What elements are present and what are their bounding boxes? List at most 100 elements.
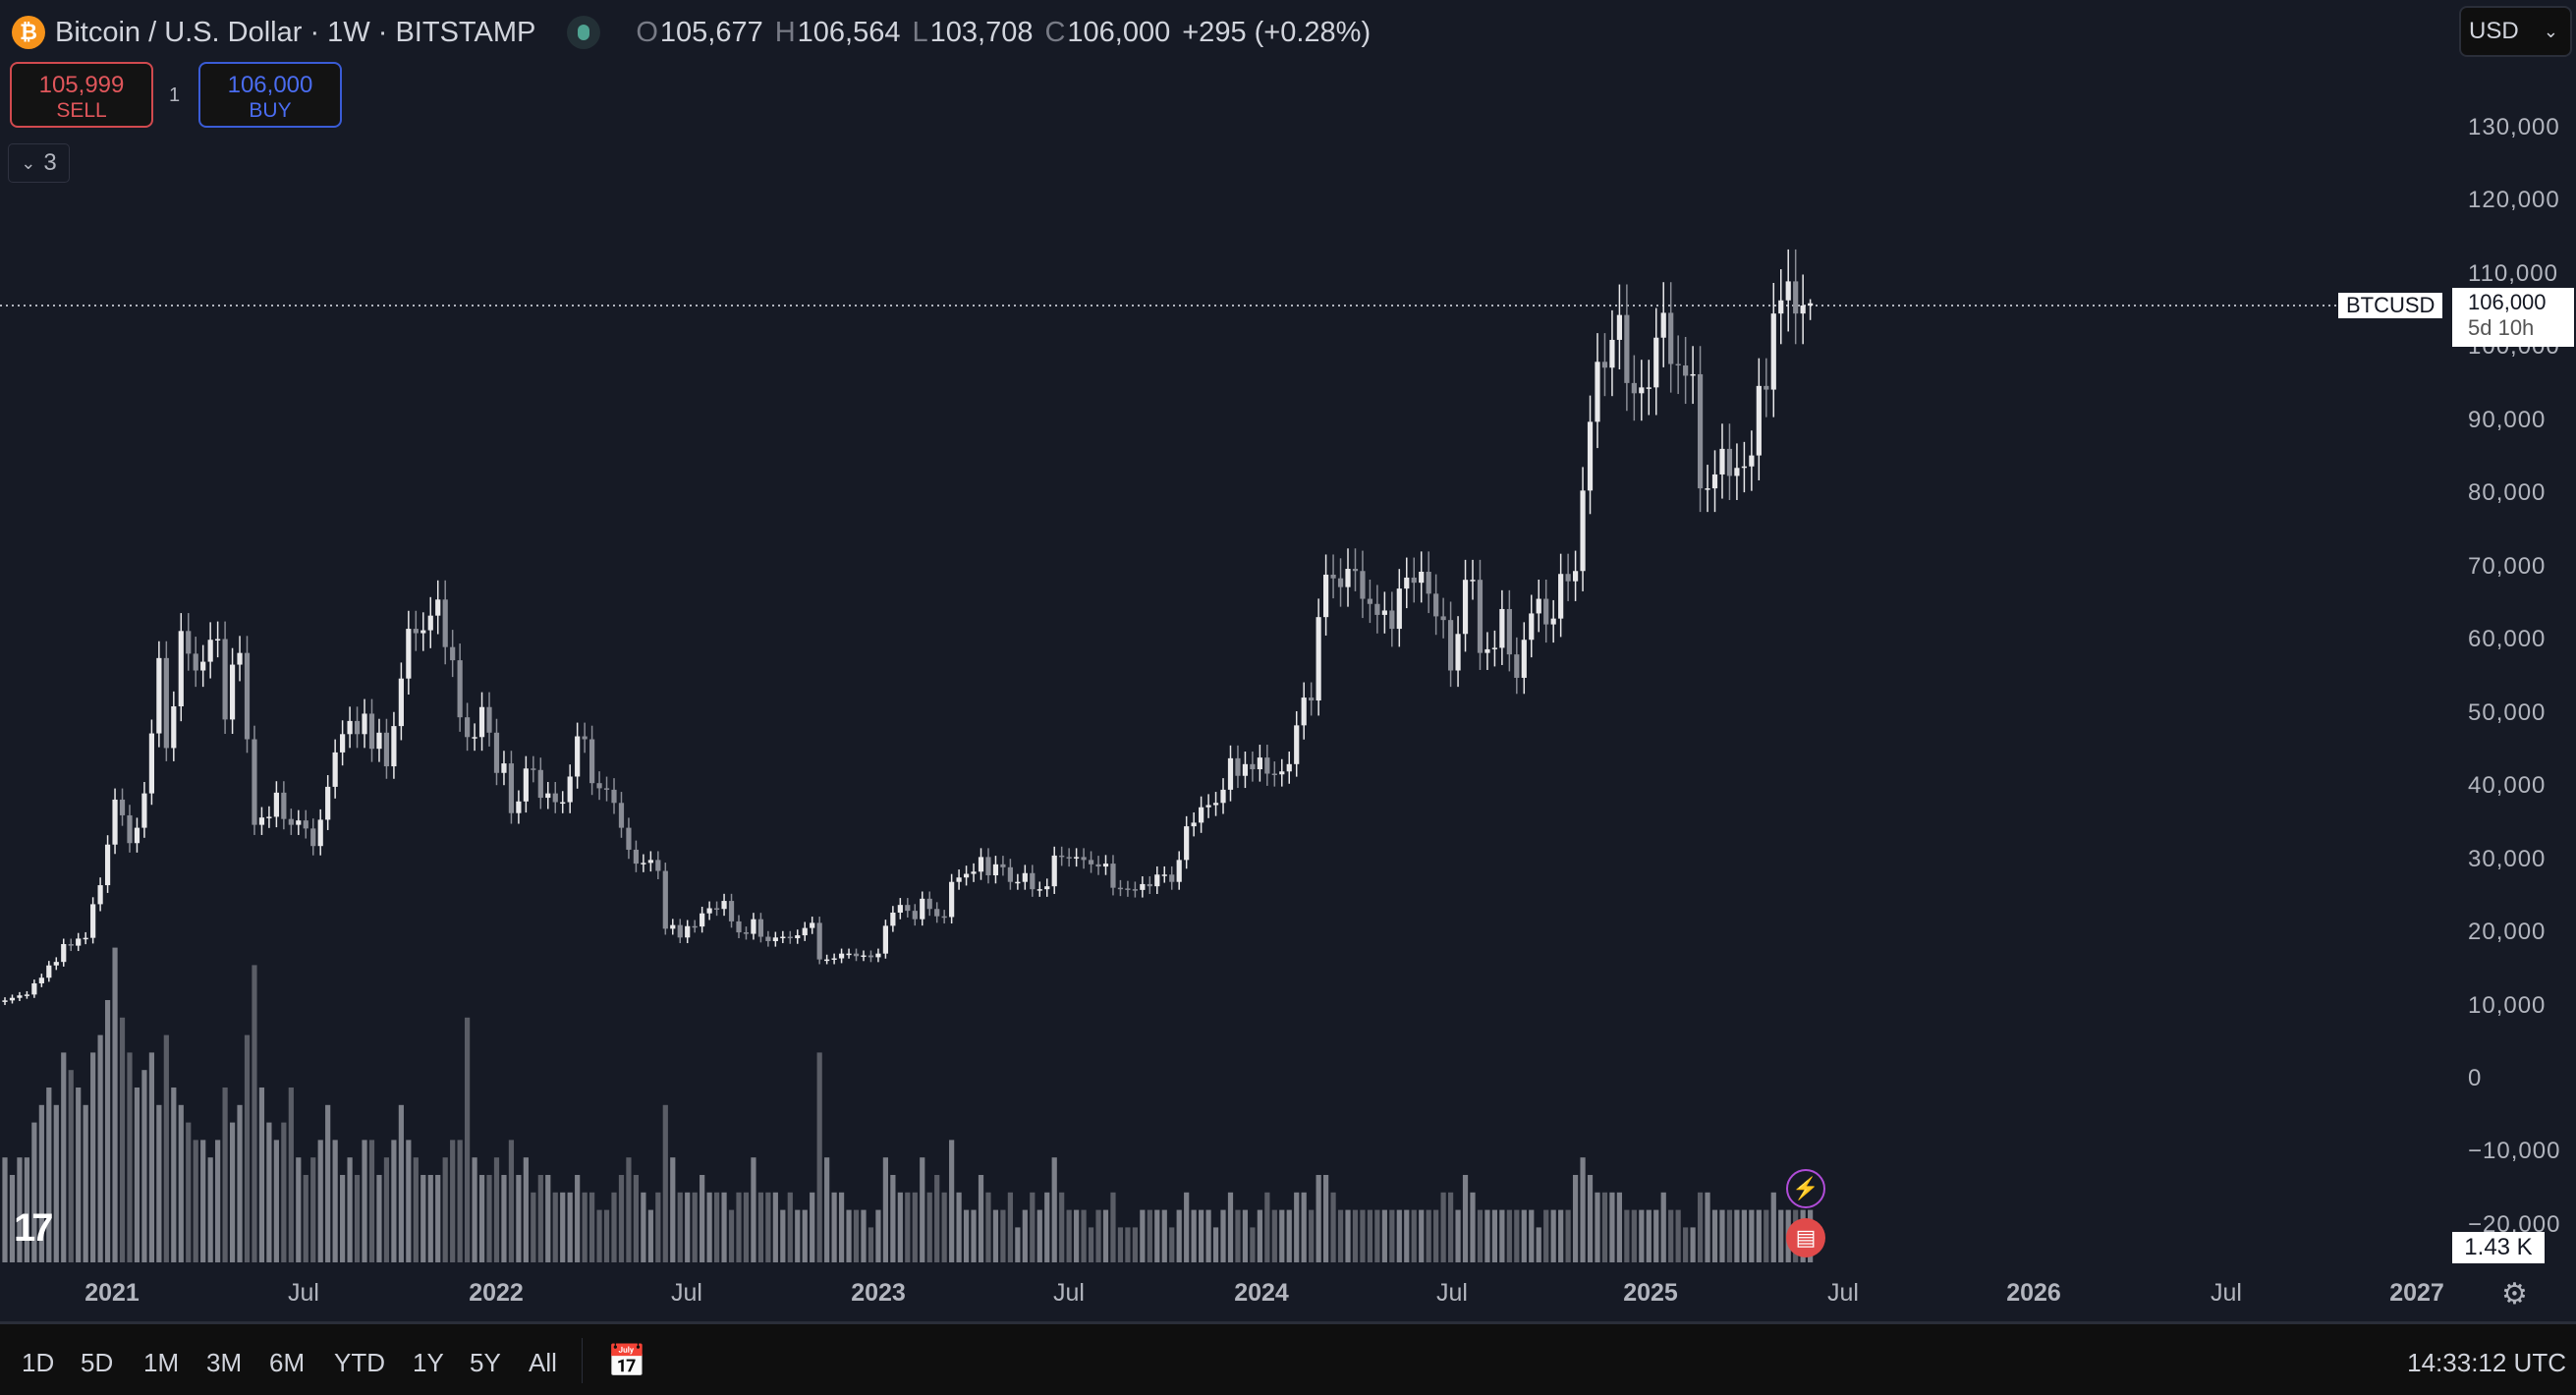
calendar-goto-date-icon[interactable]: 📅 xyxy=(607,1343,646,1378)
clock[interactable]: 14:33:12 UTC xyxy=(2407,1348,2566,1377)
volume-bar xyxy=(1117,1227,1124,1262)
volume-bar xyxy=(757,1192,764,1262)
candle xyxy=(1030,865,1036,897)
range-button-5d[interactable]: 5D xyxy=(81,1348,114,1377)
volume-bar xyxy=(1360,1209,1366,1262)
time-tick: Jul xyxy=(1436,1279,1468,1307)
volume-bar xyxy=(340,1175,346,1262)
range-button-6m[interactable]: 6M xyxy=(269,1348,306,1377)
volume-bar xyxy=(1242,1209,1249,1262)
range-button-ytd[interactable]: YTD xyxy=(334,1348,385,1377)
volume-bar xyxy=(890,1175,896,1262)
time-tick: 2024 xyxy=(1234,1279,1289,1307)
candle xyxy=(222,621,228,735)
candle xyxy=(478,692,485,752)
candle xyxy=(141,781,147,838)
buy-button[interactable]: 106,000 BUY xyxy=(198,62,342,128)
volume-bar xyxy=(1550,1209,1556,1262)
order-quantity[interactable]: 1 xyxy=(169,84,181,106)
candle xyxy=(560,791,566,813)
candle xyxy=(1749,430,1755,491)
tradingview-logo-icon[interactable]: 17 xyxy=(14,1206,53,1250)
candle xyxy=(1514,637,1520,695)
candle xyxy=(1330,554,1336,599)
volume-bar xyxy=(258,1088,265,1262)
candle xyxy=(1462,559,1469,652)
market-open-icon[interactable] xyxy=(567,16,601,49)
candle xyxy=(985,848,991,884)
candle xyxy=(46,961,52,982)
volume-bar xyxy=(1470,1192,1476,1262)
candle xyxy=(472,723,477,752)
candle xyxy=(347,706,353,749)
volume-bars xyxy=(2,947,1814,1262)
symbol-header[interactable]: ₿ Bitcoin / U.S. Dollar · 1W · BITSTAMP … xyxy=(12,12,1382,53)
volume-bar xyxy=(523,1157,529,1262)
candle xyxy=(1778,269,1784,345)
range-button-5y[interactable]: 5Y xyxy=(470,1348,501,1377)
candle xyxy=(626,817,632,860)
candle xyxy=(890,906,896,932)
candle xyxy=(1719,423,1725,499)
volume-bar xyxy=(1389,1209,1395,1262)
volume-bar xyxy=(1220,1209,1226,1262)
volume-bar xyxy=(1301,1192,1307,1262)
bar-countdown: 5d 10h xyxy=(2468,315,2535,340)
volume-bar xyxy=(626,1157,632,1262)
volume-bar xyxy=(1462,1175,1469,1262)
price-tick: 120,000 xyxy=(2468,187,2560,214)
sell-button[interactable]: 105,999 SELL xyxy=(10,62,153,128)
currency-select[interactable]: USD ⌄ xyxy=(2459,6,2572,57)
volume-bar xyxy=(442,1157,448,1262)
range-button-3m[interactable]: 3M xyxy=(206,1348,243,1377)
candle xyxy=(1433,574,1439,636)
indicators-toggle-button[interactable]: ⌄ 3 xyxy=(8,143,70,183)
volume-bar xyxy=(1565,1209,1571,1262)
volume-bar xyxy=(127,1052,133,1262)
candle xyxy=(1286,752,1292,784)
candle xyxy=(2,997,8,1006)
volume-bar xyxy=(670,1157,676,1262)
candle xyxy=(1529,594,1535,658)
volume-bar xyxy=(83,1104,88,1262)
volume-bar xyxy=(413,1157,419,1262)
volume-bar xyxy=(465,1017,471,1262)
volume-label: 1.43 K xyxy=(2452,1232,2545,1263)
candle xyxy=(493,718,500,786)
settings-icon[interactable]: ⚙ xyxy=(2501,1278,2528,1311)
range-button-1m[interactable]: 1M xyxy=(143,1348,180,1377)
candle xyxy=(1250,752,1256,782)
volume-bar xyxy=(1433,1209,1439,1262)
range-button-all[interactable]: All xyxy=(529,1348,557,1377)
candle xyxy=(1756,358,1762,480)
lightning-event-icon[interactable]: ⚡ xyxy=(1786,1169,1825,1208)
volume-bar xyxy=(478,1175,485,1262)
range-button-1y[interactable]: 1Y xyxy=(413,1348,444,1377)
price-tick: 70,000 xyxy=(2468,552,2547,580)
candle xyxy=(332,739,338,799)
candle xyxy=(1558,553,1564,638)
volume-bar xyxy=(1015,1227,1021,1262)
volume-bar xyxy=(985,1192,991,1262)
volume-bar xyxy=(1506,1209,1512,1262)
volume-bar xyxy=(38,1104,44,1262)
candle xyxy=(736,915,742,939)
volume-bar xyxy=(1601,1192,1608,1262)
candle xyxy=(1381,591,1387,634)
volume-bar xyxy=(1000,1209,1006,1262)
candle xyxy=(603,776,610,802)
volume-bar xyxy=(1477,1209,1484,1262)
volume-bar xyxy=(685,1192,691,1262)
volume-bar xyxy=(310,1157,316,1262)
volume-bar xyxy=(156,1104,162,1262)
range-button-1d[interactable]: 1D xyxy=(22,1348,55,1377)
symbol-title[interactable]: Bitcoin / U.S. Dollar · 1W · BITSTAMP xyxy=(55,16,536,48)
price-chart[interactable] xyxy=(0,0,2397,1267)
candle xyxy=(1595,333,1600,449)
candle xyxy=(1242,752,1249,789)
candle xyxy=(1140,876,1146,898)
volume-bar xyxy=(501,1175,507,1262)
candle xyxy=(875,948,881,963)
candle xyxy=(1734,443,1740,500)
us-flag-event-icon[interactable]: ▤ xyxy=(1786,1218,1825,1257)
